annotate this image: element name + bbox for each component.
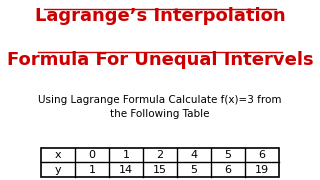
Text: Lagrange’s Interpolation: Lagrange’s Interpolation xyxy=(35,7,285,25)
Text: Formula For Unequal Intervels: Formula For Unequal Intervels xyxy=(7,51,313,69)
Text: 0: 0 xyxy=(89,150,96,160)
Text: 2: 2 xyxy=(156,150,164,160)
Text: 1: 1 xyxy=(89,165,96,175)
Text: 6: 6 xyxy=(224,165,231,175)
Text: 6: 6 xyxy=(259,150,266,160)
Text: 5: 5 xyxy=(224,150,231,160)
Text: 15: 15 xyxy=(153,165,167,175)
Text: x: x xyxy=(55,150,61,160)
Text: y: y xyxy=(55,165,61,175)
Text: 5: 5 xyxy=(190,165,197,175)
Text: 14: 14 xyxy=(119,165,133,175)
Text: Using Lagrange Formula Calculate f(x)=3 from
the Following Table: Using Lagrange Formula Calculate f(x)=3 … xyxy=(38,95,282,118)
Text: 4: 4 xyxy=(190,150,197,160)
Text: 1: 1 xyxy=(123,150,130,160)
Text: 19: 19 xyxy=(255,165,269,175)
